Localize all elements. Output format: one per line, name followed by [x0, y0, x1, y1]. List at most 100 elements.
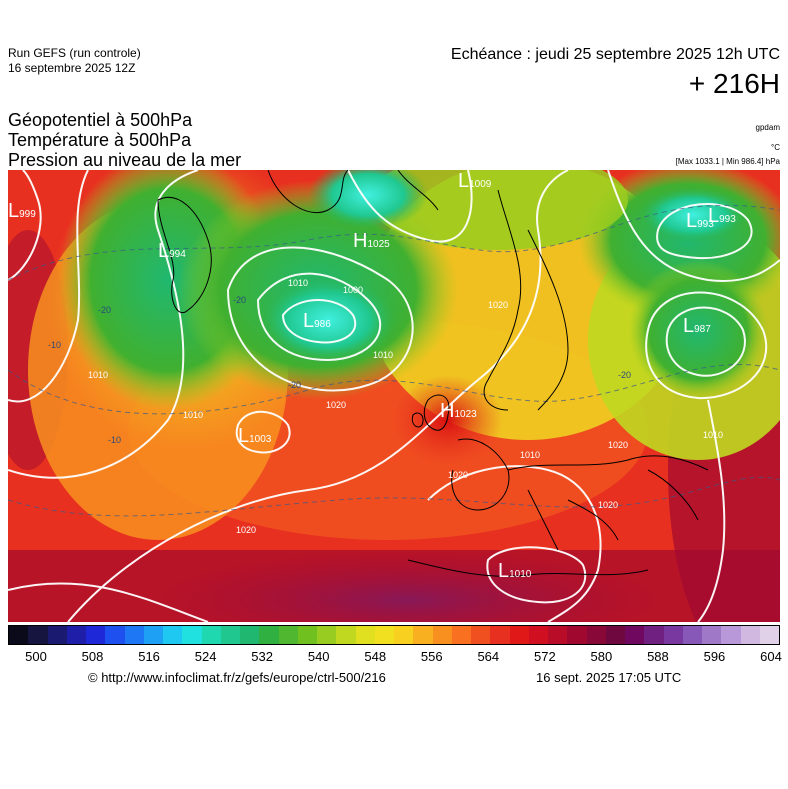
color-scale-label: 588 — [647, 649, 669, 664]
weather-map — [8, 170, 780, 622]
pressure-center-letter: L — [686, 210, 698, 232]
isobar-label: 1020 — [608, 440, 629, 450]
color-scale-swatch — [605, 626, 625, 644]
low-pressure-center: L1009 — [458, 170, 491, 193]
low-pressure-center: L1003 — [238, 425, 271, 448]
generated-timestamp: 16 sept. 2025 17:05 UTC — [536, 670, 682, 685]
isobar-label: 1020 — [598, 500, 619, 510]
color-scale-swatch — [702, 626, 722, 644]
color-scale-label: 540 — [307, 649, 330, 664]
run-title: Run GEFS (run controle) — [8, 46, 141, 60]
unit-geopotential: gpdam — [755, 123, 780, 132]
color-scale-swatch — [567, 626, 587, 644]
valid-time: Echéance : jeudi 25 septembre 2025 12h U… — [450, 46, 780, 63]
pressure-center-letter: H — [440, 400, 455, 422]
color-scale-swatch — [163, 626, 183, 644]
pressure-center-letter: L — [238, 425, 250, 447]
low-pressure-center: L994 — [158, 240, 186, 263]
color-scale-swatch — [317, 626, 337, 644]
isobar-lines — [8, 170, 780, 622]
temperature-label: -20 — [288, 380, 302, 390]
color-scale-swatch — [528, 626, 548, 644]
pressure-center-value: 993 — [697, 219, 714, 230]
color-scale-swatch — [9, 626, 29, 644]
color-scale-swatch — [682, 626, 702, 644]
run-date: 16 septembre 2025 12Z — [8, 61, 136, 75]
color-scale-swatch — [355, 626, 375, 644]
color-scale-swatch — [259, 626, 279, 644]
color-scale-label: 548 — [364, 649, 387, 664]
isobar-label: 1020 — [488, 300, 509, 310]
color-scale-swatch — [86, 626, 106, 644]
color-scale-label: 532 — [251, 649, 273, 664]
color-scale-swatch — [413, 626, 433, 644]
pressure-center-value: 1023 — [454, 409, 477, 420]
color-scale-label: 516 — [138, 649, 160, 664]
color-scale-swatch — [201, 626, 221, 644]
color-scale-swatch — [105, 626, 125, 644]
color-scale-label: 572 — [533, 649, 556, 664]
lead-time: + 216H — [688, 68, 780, 99]
color-scale-swatch — [47, 626, 67, 644]
parameter-temperature: Température à 500hPa — [8, 130, 192, 150]
color-scale — [8, 625, 780, 645]
pressure-center-value: 1010 — [509, 569, 532, 580]
color-scale-swatch — [124, 626, 144, 644]
color-scale-swatch — [721, 626, 741, 644]
coastlines — [157, 170, 709, 577]
color-scale-label: 500 — [25, 649, 47, 664]
isobar-label: 1010 — [373, 350, 394, 360]
isobar-label: 1010 — [88, 370, 109, 380]
color-scale-swatch — [28, 626, 48, 644]
color-scale-swatch — [451, 626, 471, 644]
unit-temperature: °C — [771, 143, 780, 152]
low-pressure-center: L1010 — [498, 560, 531, 583]
color-scale-label: 596 — [703, 649, 726, 664]
isobar-label: 1000 — [343, 285, 364, 295]
pressure-center-value: 994 — [169, 249, 186, 260]
color-scale-swatch — [66, 626, 86, 644]
color-scale-swatch — [220, 626, 240, 644]
color-scale-label: 508 — [81, 649, 104, 664]
isobar-label: 1010 — [703, 430, 724, 440]
pressure-center-value: 1025 — [367, 239, 390, 250]
temperature-label: -20 — [98, 305, 112, 315]
color-scale-swatch — [548, 626, 568, 644]
color-scale-swatch — [644, 626, 664, 644]
color-scale-swatch — [586, 626, 606, 644]
temperature-label: -20 — [618, 370, 632, 380]
pressure-center-letter: L — [708, 205, 720, 227]
color-scale-swatch — [394, 626, 414, 644]
geopotential-fill — [8, 170, 780, 622]
isobar-label: 1020 — [236, 525, 257, 535]
low-pressure-center: L993 — [708, 205, 736, 228]
color-scale-label: 604 — [760, 649, 782, 664]
color-scale-label: 556 — [420, 649, 443, 664]
color-scale-swatch — [374, 626, 394, 644]
low-pressure-center: L999 — [8, 200, 36, 223]
pressure-center-value: 1003 — [249, 434, 272, 445]
pressure-center-letter: L — [303, 310, 315, 332]
pressure-center-value: 999 — [19, 209, 36, 220]
temperature-label: -10 — [48, 340, 62, 350]
pressure-center-value: 993 — [719, 214, 736, 225]
temperature-lines — [8, 204, 780, 517]
pressure-center-letter: L — [8, 200, 20, 222]
color-scale-swatch — [143, 626, 163, 644]
color-scale-swatch — [490, 626, 510, 644]
color-scale-swatch — [740, 626, 760, 644]
temperature-label: -20 — [233, 295, 247, 305]
high-pressure-center: H1023 — [440, 400, 477, 423]
low-pressure-center: L987 — [683, 315, 711, 338]
parameter-pressure: Pression au niveau de la mer — [8, 150, 242, 170]
high-pressure-center: H1025 — [353, 230, 390, 253]
pressure-center-letter: H — [353, 230, 368, 252]
source-credit[interactable]: © http://www.infoclimat.fr/z/gefs/europe… — [88, 670, 386, 685]
isobar-label: 1020 — [326, 400, 347, 410]
color-scale-label: 580 — [590, 649, 613, 664]
unit-pressure-range: [Max 1033.1 | Min 986.4] hPa — [675, 157, 780, 166]
color-scale-swatch — [182, 626, 202, 644]
pressure-center-value: 1009 — [469, 179, 492, 190]
color-scale-label: 564 — [477, 649, 500, 664]
low-pressure-center: L986 — [303, 310, 331, 333]
